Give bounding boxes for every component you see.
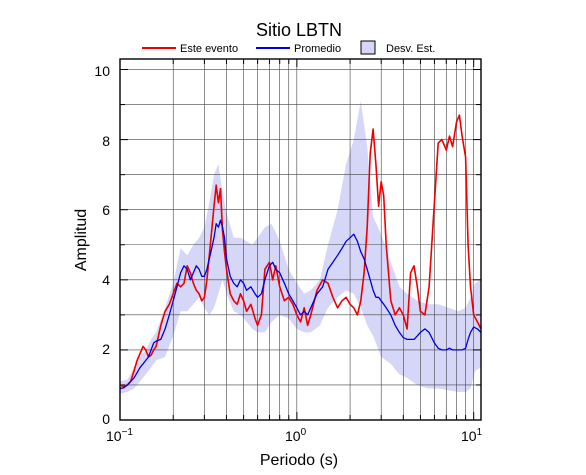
- plot-area: [119, 58, 482, 421]
- x-tick-base-1: 10: [285, 428, 301, 444]
- legend: Este evento Promedio Desv. Est.: [142, 40, 435, 55]
- y-tick-label-2: 2: [102, 341, 110, 357]
- x-tick-label-0-1: 10−1: [106, 427, 133, 444]
- x-tick-label-10: 101: [461, 427, 483, 444]
- y-tick-label-8: 8: [102, 133, 110, 149]
- y-tick-label-4: 4: [102, 272, 110, 288]
- chart-title: Sitio LBTN: [256, 20, 342, 40]
- y-axis-label: Amplitud: [73, 209, 90, 271]
- legend-label-event: Este evento: [180, 43, 238, 55]
- std-band-area: [120, 101, 481, 394]
- legend-label-std: Desv. Est.: [386, 43, 435, 55]
- x-tick-labels: 10−1 100 101: [106, 427, 483, 444]
- x-tick-exp-10: 1: [477, 427, 483, 438]
- x-tick-exp-1: 0: [301, 427, 307, 438]
- x-axis-label: Periodo (s): [260, 452, 338, 469]
- y-tick-label-0: 0: [102, 411, 110, 427]
- x-tick-label-1: 100: [285, 427, 307, 444]
- x-tick-base-0-1: 10: [106, 428, 122, 444]
- x-tick-exp-0-1: −1: [122, 427, 134, 438]
- legend-label-mean: Promedio: [294, 43, 341, 55]
- y-tick-label-10: 10: [94, 63, 110, 79]
- x-tick-base-10: 10: [461, 428, 477, 444]
- legend-swatch-std: [360, 40, 376, 55]
- event-line: [119, 114, 482, 388]
- y-tick-labels: 0 2 4 6 8 10: [94, 63, 110, 427]
- mean-line: [119, 219, 482, 390]
- y-tick-label-6: 6: [102, 202, 110, 218]
- plot-frame: [119, 58, 482, 421]
